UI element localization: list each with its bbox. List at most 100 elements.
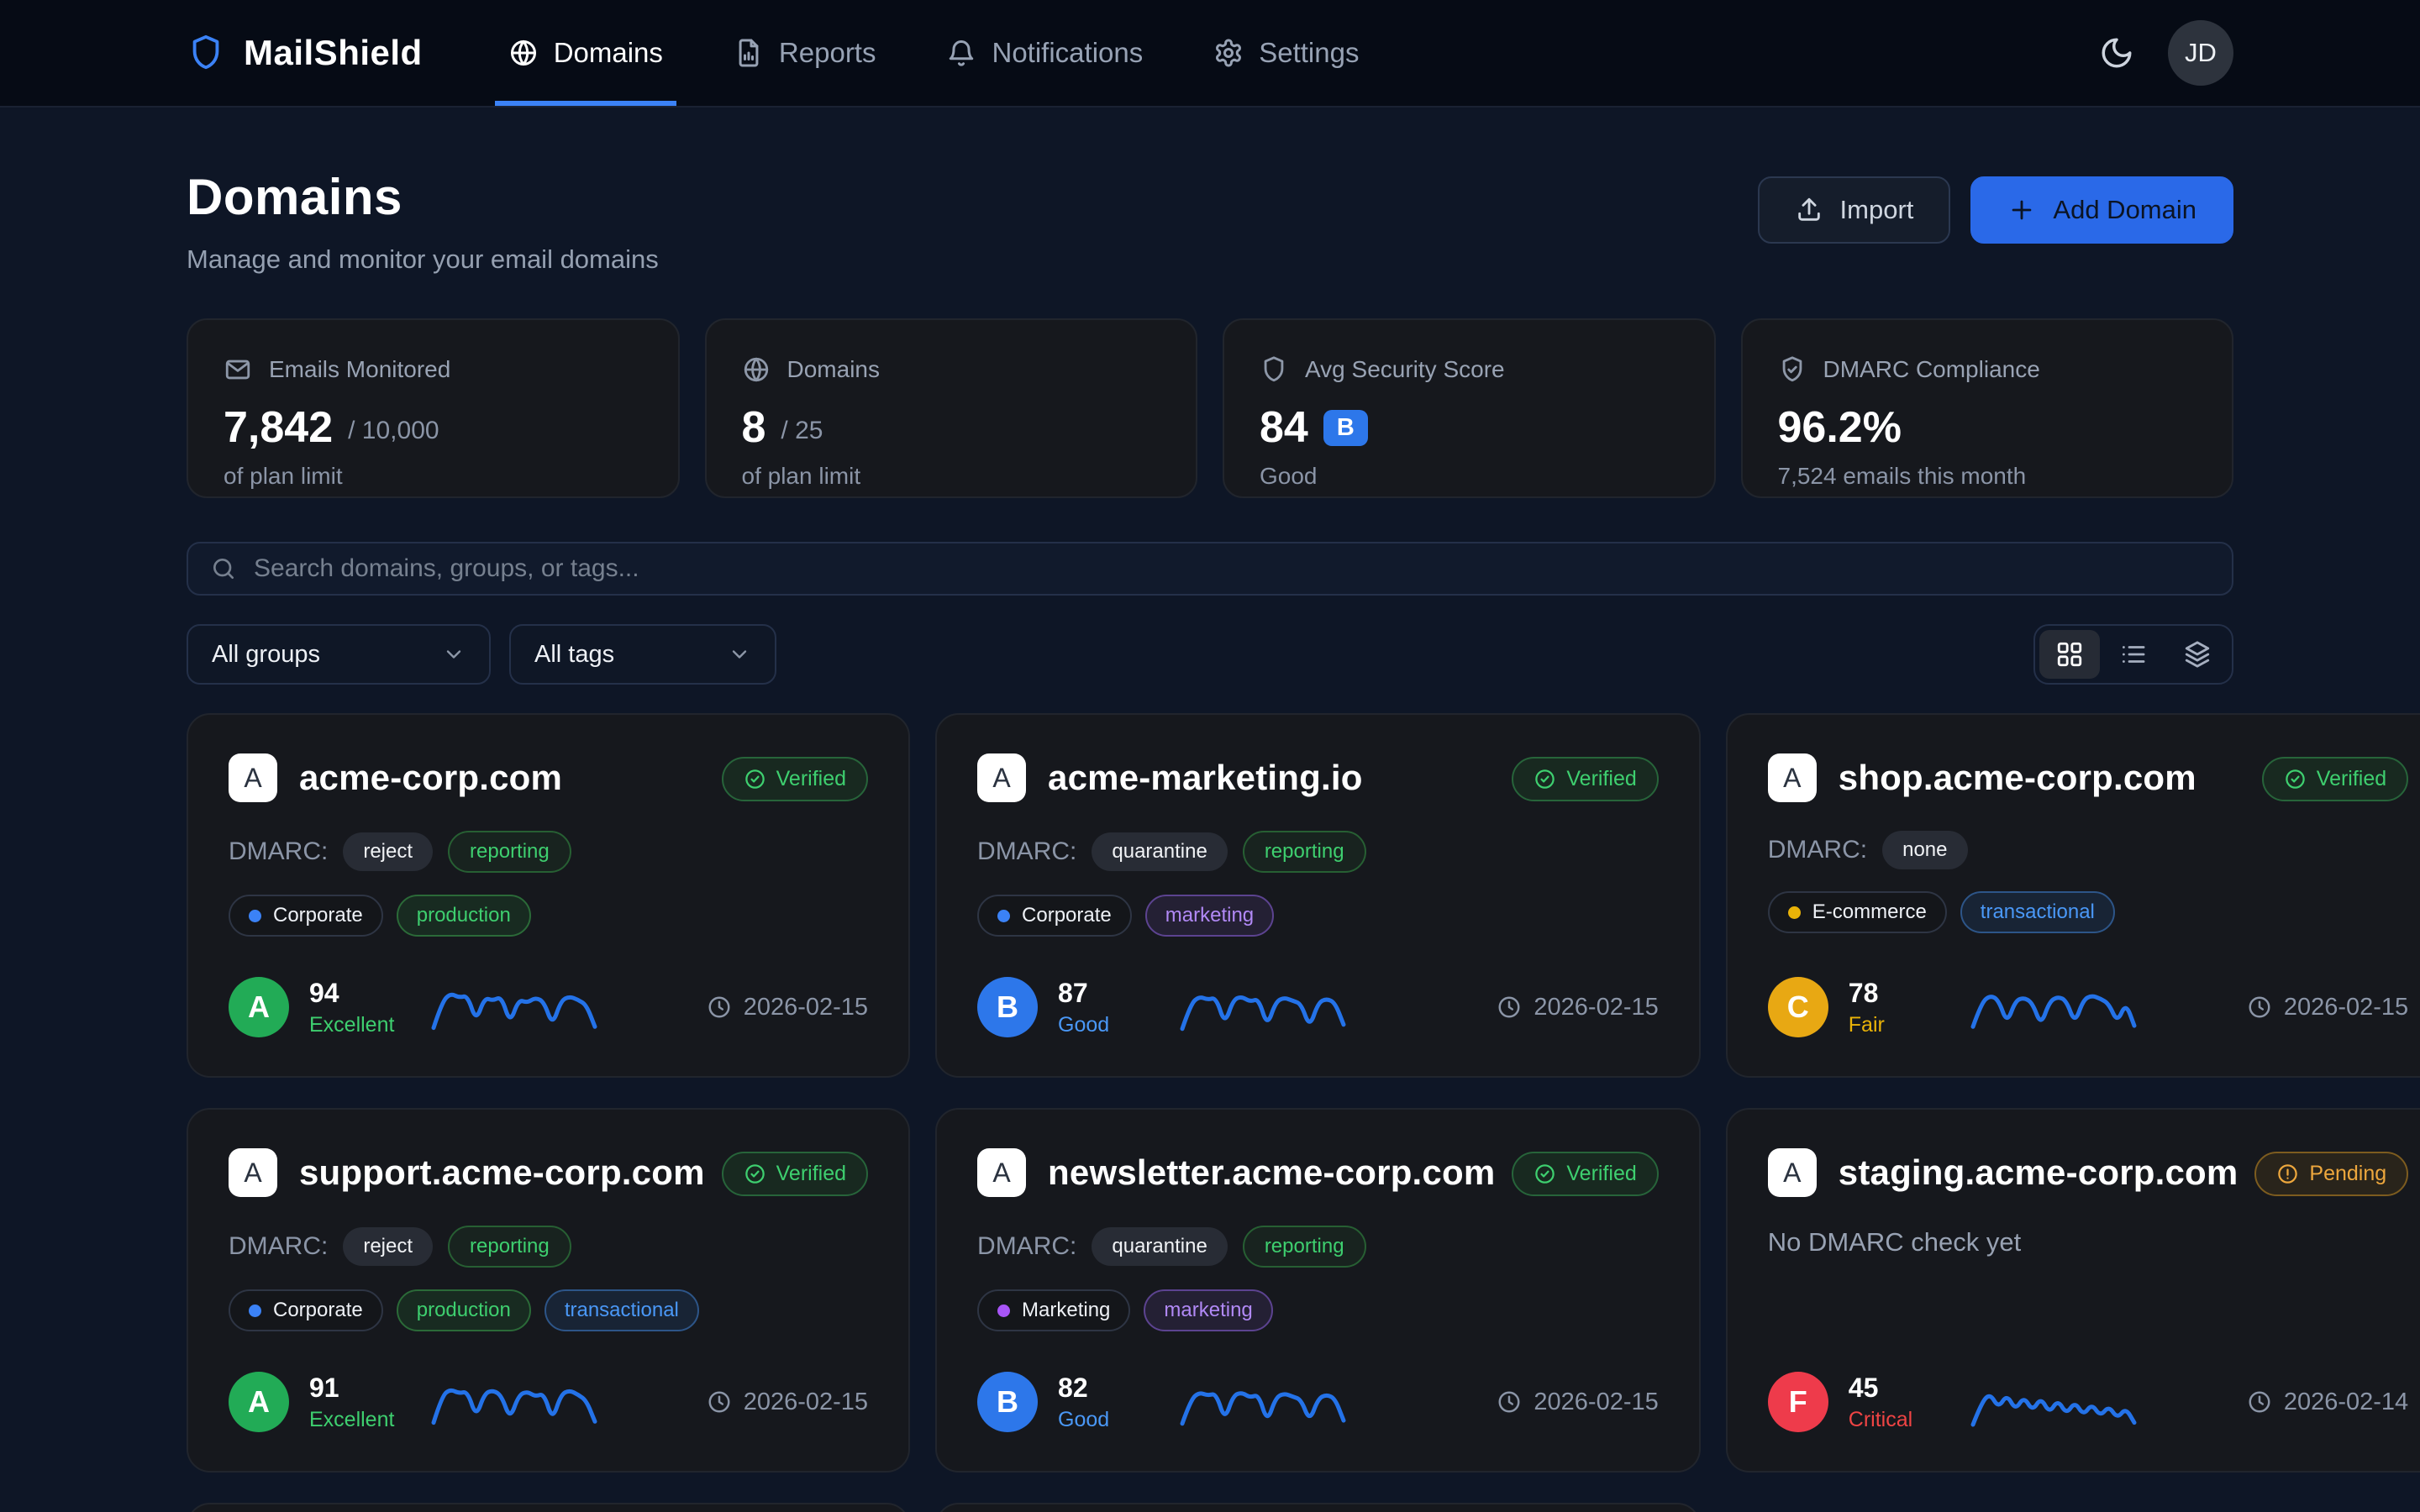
group-filter-select[interactable]: All groups xyxy=(187,624,491,685)
domain-identity: A acme-marketing.io xyxy=(977,753,1363,802)
upload-icon xyxy=(1795,196,1823,224)
dmarc-row: DMARC: reject reporting xyxy=(229,1226,868,1268)
view-list-button[interactable] xyxy=(2103,630,2164,679)
group-chip[interactable]: Corporate xyxy=(229,1289,383,1331)
tag-filter-select[interactable]: All tags xyxy=(509,624,776,685)
tag-chip[interactable]: marketing xyxy=(1144,895,1275,937)
grid-view-icon xyxy=(2055,640,2084,669)
tag-chip[interactable]: production xyxy=(396,895,531,937)
domain-card-head: A support.acme-corp.com Verified xyxy=(229,1148,869,1197)
score-status: Fair xyxy=(1848,1012,1885,1037)
view-grid-button[interactable] xyxy=(2039,630,2100,679)
last-checked: 2026-02-15 xyxy=(1497,1389,1659,1416)
dmarc-policy-pill: quarantine xyxy=(1092,832,1228,871)
domain-identity: A support.acme-corp.com xyxy=(229,1148,705,1197)
view-layers-button[interactable] xyxy=(2167,630,2228,679)
score-value: 91 xyxy=(309,1372,339,1403)
group-dot xyxy=(249,909,261,922)
score-value: 82 xyxy=(1058,1372,1088,1403)
clock-icon xyxy=(1497,995,1522,1020)
dmarc-label: DMARC: xyxy=(229,837,329,865)
domain-avatar: A xyxy=(977,753,1027,802)
brand[interactable]: MailShield xyxy=(187,33,423,73)
stat-label-row: Domains xyxy=(742,355,1161,384)
verified-badge: Verified xyxy=(2261,757,2409,801)
domain-card[interactable]: A shop.acme-corp.com Verified DMARC: non… xyxy=(1725,713,2420,1078)
score-status: Good xyxy=(1058,1407,1110,1431)
dmarc-reporting-pill: reporting xyxy=(448,1226,571,1268)
domain-identity: A staging.acme-corp.com xyxy=(1767,1148,2238,1197)
nav-tab-settings[interactable]: Settings xyxy=(1200,0,1372,106)
domain-name: staging.acme-corp.com xyxy=(1838,1152,2238,1192)
score-sparkline xyxy=(1180,1391,1346,1426)
grade-circle: B xyxy=(977,1372,1039,1432)
domain-identity: A shop.acme-corp.com xyxy=(1767,753,2196,802)
domain-card-footer: A 91 Excellent 2026-02-15 xyxy=(229,1372,868,1432)
search-input[interactable] xyxy=(254,554,2210,583)
moon-icon[interactable] xyxy=(2099,35,2134,71)
tag-chip[interactable]: transactional xyxy=(1960,891,2115,933)
head-actions: Import Add Domain xyxy=(1757,176,2233,244)
score-block: 91 Excellent xyxy=(309,1373,397,1432)
grade-circle: F xyxy=(1767,1372,1828,1432)
domain-identity: A acme-corp.com xyxy=(229,753,562,802)
pending-badge: Pending xyxy=(2254,1152,2409,1196)
group-chip[interactable]: E-commerce xyxy=(1767,891,1947,933)
group-chip[interactable]: Marketing xyxy=(977,1289,1131,1331)
group-dot xyxy=(249,1304,261,1317)
nav-tab-reports[interactable]: Reports xyxy=(720,0,890,106)
stat-label-row: Avg Security Score xyxy=(1260,355,1679,384)
nav-tabs: Domains Reports Notifications Settings xyxy=(494,0,1417,106)
group-chip[interactable]: Corporate xyxy=(229,895,383,937)
grade-circle: B xyxy=(977,977,1039,1037)
domain-card[interactable]: A acme-marketing.io Verified DMARC: quar… xyxy=(935,713,1701,1078)
dmarc-reporting-pill: reporting xyxy=(1242,831,1366,873)
last-checked-date: 2026-02-15 xyxy=(743,1388,869,1415)
tag-filter-value: All tags xyxy=(534,640,615,668)
nav-tab-label: Domains xyxy=(553,37,663,68)
domain-card-partial[interactable] xyxy=(935,1503,1701,1512)
nav-tab-domains[interactable]: Domains xyxy=(494,0,676,106)
globe-icon xyxy=(508,38,539,68)
score-status: Excellent xyxy=(309,1407,395,1431)
stat-value: 96.2% xyxy=(1777,403,1902,452)
import-label: Import xyxy=(1839,195,1914,224)
domain-card[interactable]: A staging.acme-corp.com Pending No DMARC… xyxy=(1725,1108,2420,1473)
avatar[interactable]: JD xyxy=(2168,20,2233,86)
tag-chip[interactable]: marketing xyxy=(1144,1289,1273,1331)
stat-denominator: / 25 xyxy=(781,417,823,444)
chevron-down-icon xyxy=(728,643,751,666)
domain-card[interactable]: A acme-corp.com Verified DMARC: reject r… xyxy=(187,713,911,1078)
domain-card-head: A acme-corp.com Verified xyxy=(229,753,869,802)
tag-chip[interactable]: production xyxy=(396,1289,531,1331)
stat-value: 84 xyxy=(1260,403,1308,452)
domain-card-partial[interactable] xyxy=(187,1503,911,1512)
import-button[interactable]: Import xyxy=(1757,176,1951,244)
domain-name: support.acme-corp.com xyxy=(299,1152,705,1192)
dmarc-reporting-pill: reporting xyxy=(1242,1226,1366,1268)
domain-avatar: A xyxy=(1767,753,1817,802)
report-icon xyxy=(734,38,764,68)
domain-card[interactable]: A newsletter.acme-corp.com Verified DMAR… xyxy=(935,1108,1701,1473)
domain-card[interactable]: A support.acme-corp.com Verified DMARC: … xyxy=(187,1108,911,1473)
score-status: Critical xyxy=(1848,1407,1913,1431)
gear-icon xyxy=(1213,38,1244,68)
stat-subtext: 7,524 emails this month xyxy=(1777,463,2027,489)
stat-value-row: 7,842 / 10,000 xyxy=(224,402,643,453)
search-icon xyxy=(210,555,237,582)
last-checked-date: 2026-02-15 xyxy=(743,993,869,1021)
stat-value-row: 8 / 25 xyxy=(742,402,1161,453)
brand-name: MailShield xyxy=(244,33,423,72)
add-domain-button[interactable]: Add Domain xyxy=(1970,176,2233,244)
dmarc-row: DMARC: none xyxy=(1768,831,2408,869)
stats-grid: Emails Monitored 7,842 / 10,000 of plan … xyxy=(187,318,2233,498)
group-chip[interactable]: Corporate xyxy=(977,895,1132,937)
last-checked-date: 2026-02-14 xyxy=(2283,1388,2409,1415)
nav-tab-notifications[interactable]: Notifications xyxy=(933,0,1156,106)
tag-chip[interactable]: transactional xyxy=(544,1289,699,1331)
clock-icon xyxy=(707,1389,732,1415)
dmarc-policy-pill: reject xyxy=(343,1227,434,1266)
stat-label: Avg Security Score xyxy=(1305,356,1505,382)
domains-grid: A acme-corp.com Verified DMARC: reject r… xyxy=(187,713,2420,1512)
shield-logo-icon xyxy=(187,34,225,72)
